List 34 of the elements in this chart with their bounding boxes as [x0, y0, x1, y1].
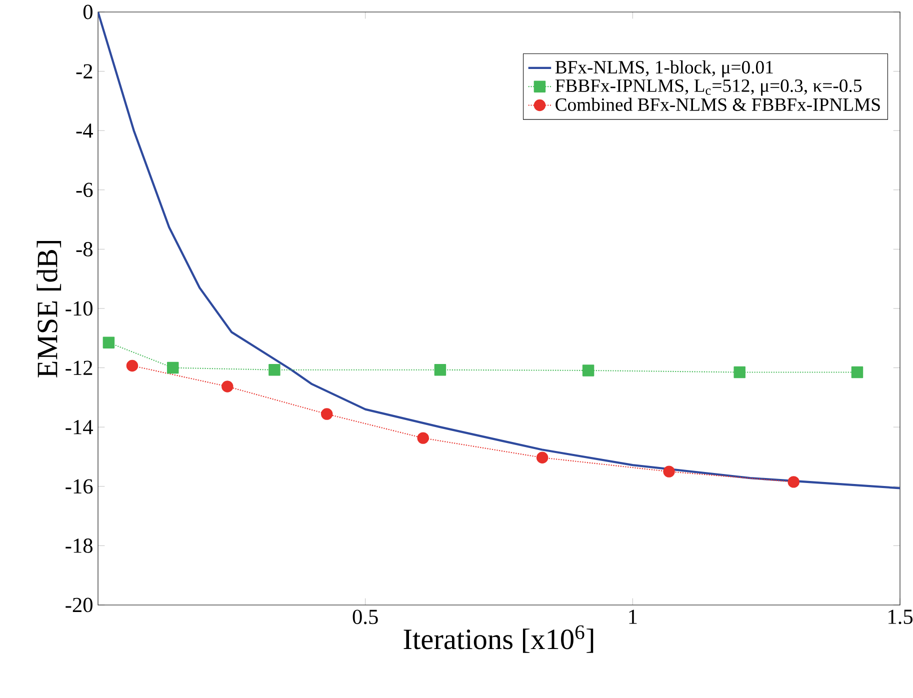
x-tick-label: 1: [629, 610, 637, 624]
point: [102, 336, 115, 348]
point: [582, 364, 594, 376]
point: [166, 362, 179, 374]
y-tick-label: -14: [66, 420, 93, 434]
point: [222, 380, 234, 392]
point: [417, 432, 429, 444]
y-tick-label: -10: [66, 301, 92, 316]
point: [126, 360, 138, 372]
point: [663, 466, 675, 478]
x-axis-title: Iterations [x10$^{6}$]: [404, 625, 594, 653]
point: [320, 408, 333, 420]
y-tick-label: -2: [76, 64, 92, 78]
point: [536, 452, 548, 464]
line-series: [98, 12, 900, 490]
x-tick-label: 0.5: [352, 610, 378, 624]
y-tick-label: -8: [76, 242, 92, 256]
legend-label: BFx-NLMS, 1-block, μ=0.01: [555, 60, 773, 78]
point: [434, 364, 446, 376]
point: [851, 366, 864, 378]
y-tick-label: 0: [83, 4, 92, 20]
x-tick-label: 1.5: [888, 610, 912, 624]
point: [734, 366, 746, 378]
y-tick-label: -12: [66, 360, 92, 375]
y-tick-label: -16: [66, 479, 93, 494]
point: [268, 364, 280, 376]
legend-label: FBBFx-IPNLMS, L$_{c}$=512, μ=0.3, κ=-0.5: [555, 79, 862, 96]
y-axis-title: EMSE [dB]: [36, 241, 62, 378]
y-tick-label: -18: [66, 538, 92, 553]
point: [788, 476, 800, 488]
y-tick-label: -6: [76, 182, 93, 198]
legend-label: Combined BFx-NLMS & FBBFx-IPNLMS: [556, 98, 880, 111]
y-tick-label: -4: [76, 124, 93, 138]
y-tick-label: -20: [66, 598, 92, 612]
